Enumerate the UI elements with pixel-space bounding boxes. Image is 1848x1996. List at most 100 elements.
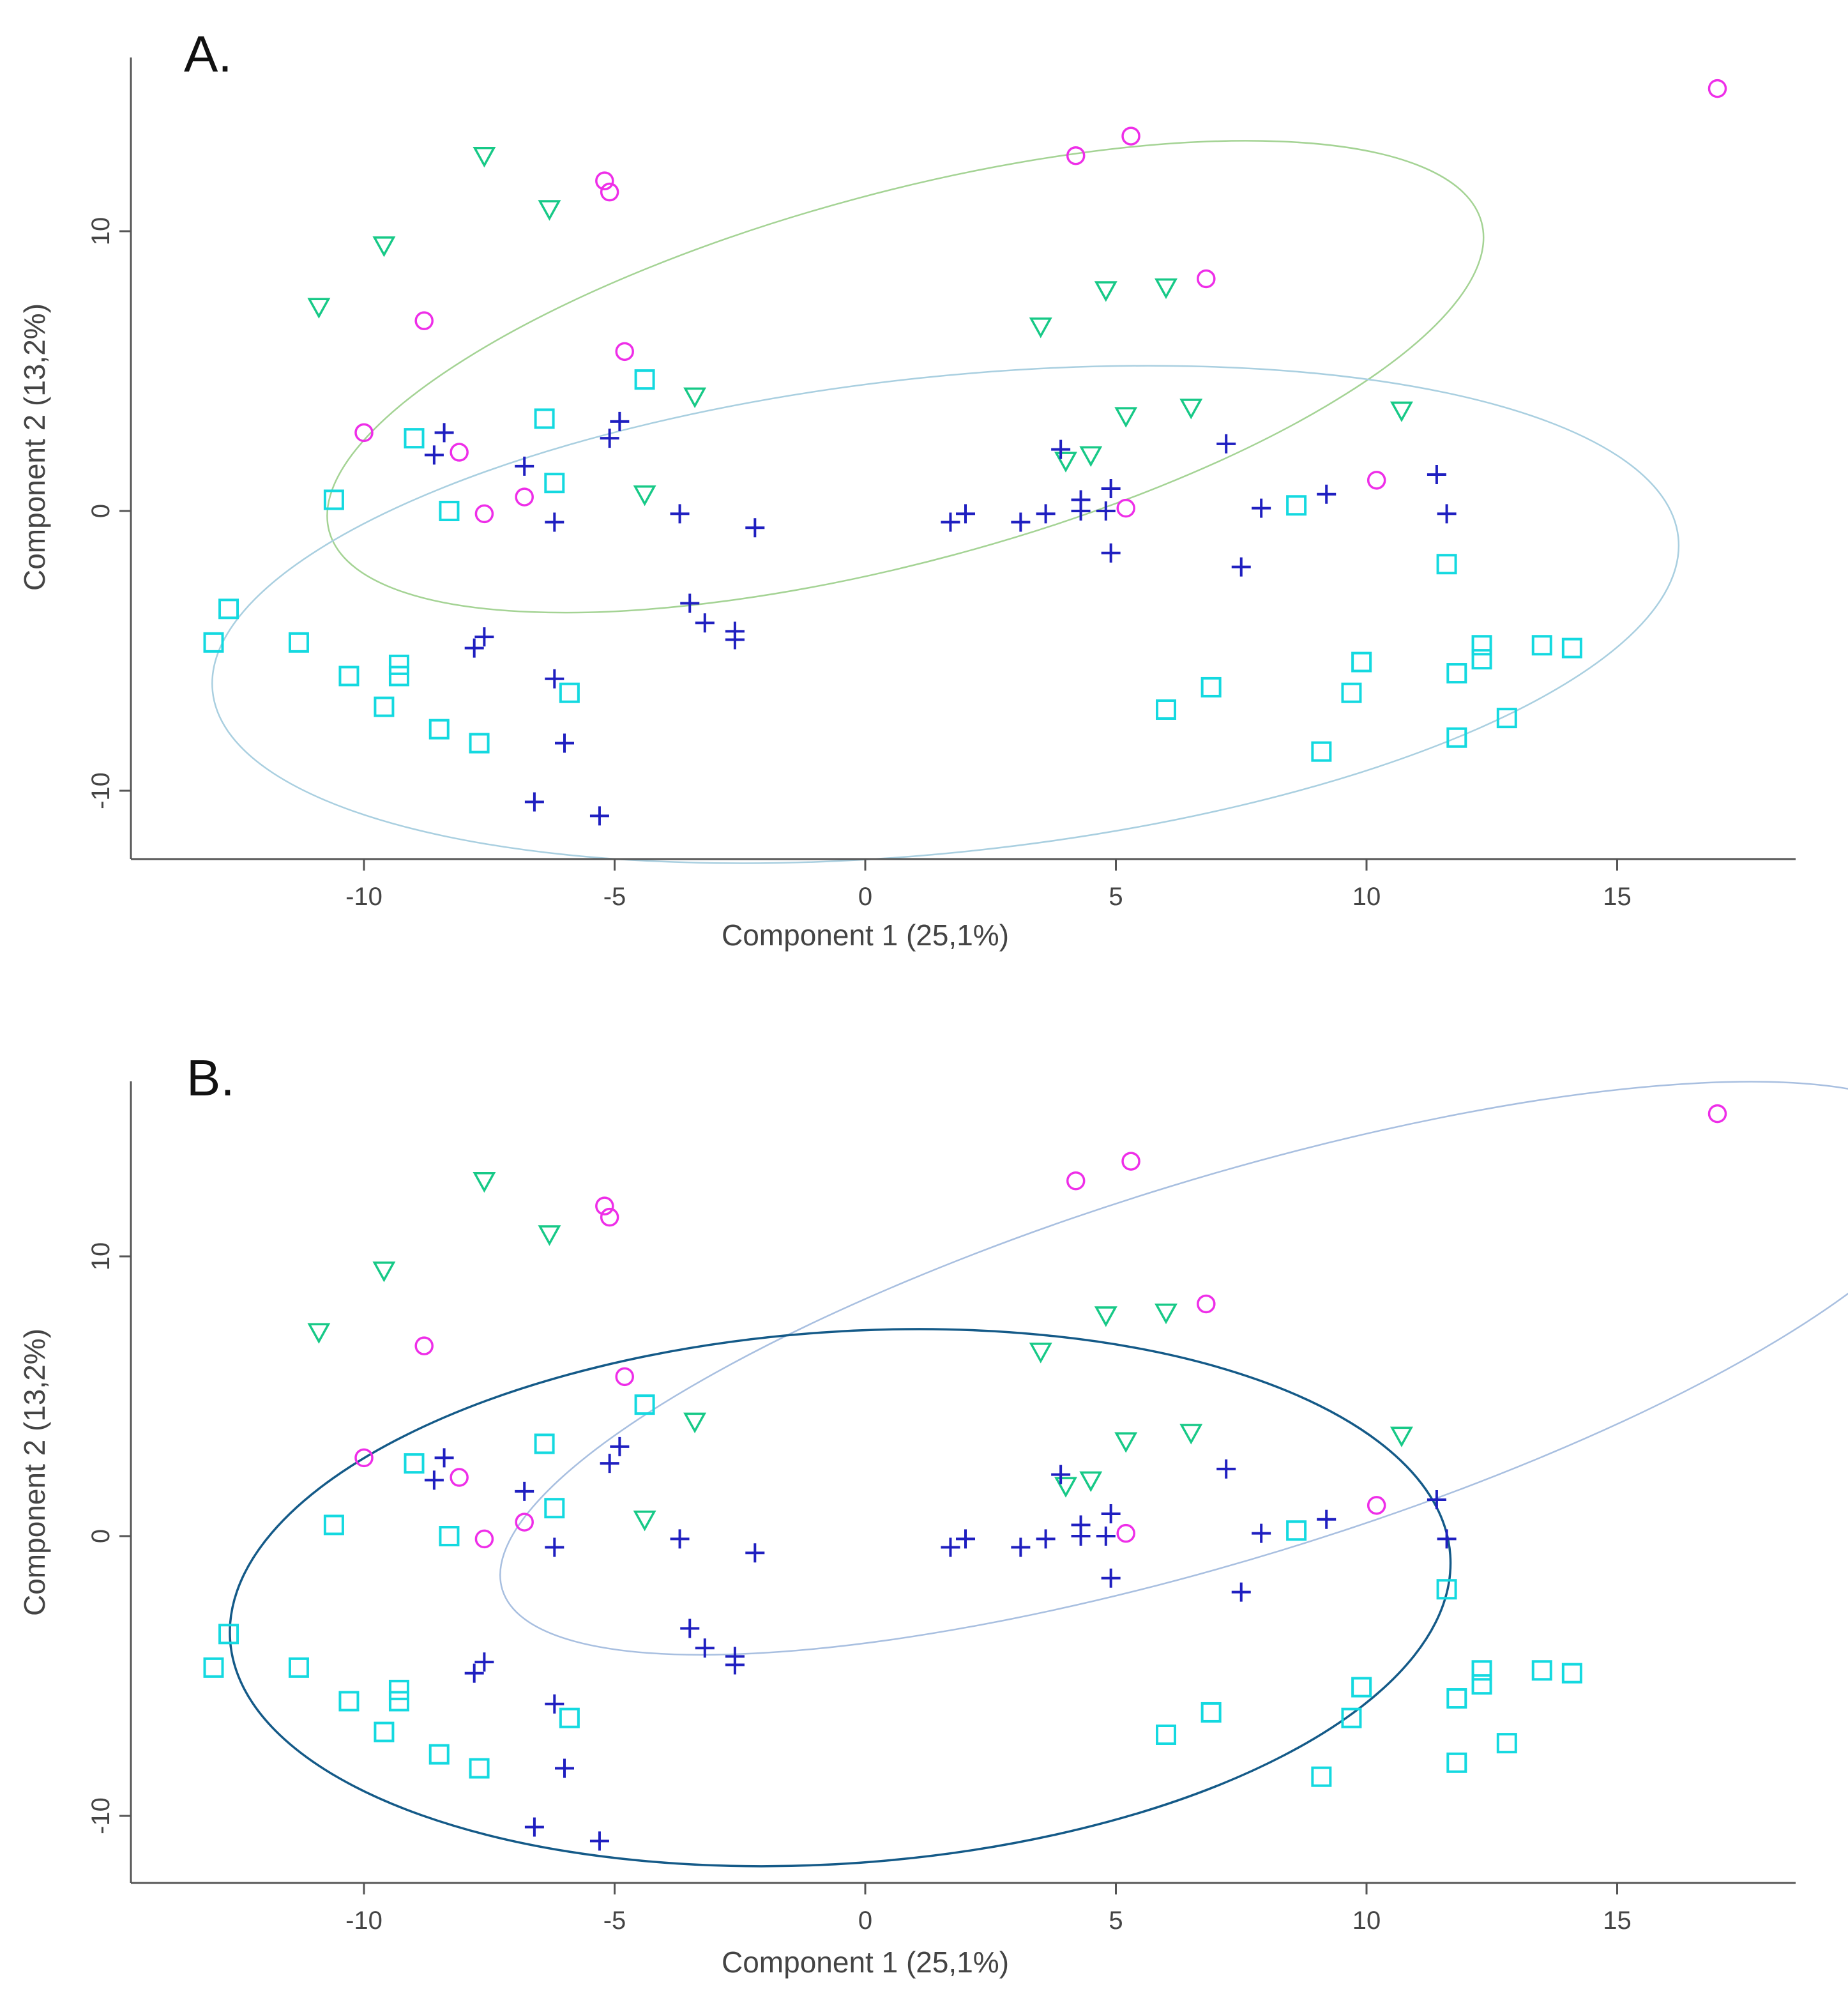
panel-a-square-marker (534, 408, 555, 429)
panel-a-y-tick-label: 10 (87, 217, 115, 246)
panel-b-square-marker (1471, 1660, 1492, 1681)
panel-b-plus-marker (464, 1663, 484, 1683)
panel-a-circle-marker (1116, 498, 1135, 518)
panel-a-circle-marker (615, 342, 634, 362)
panel-b-square-marker (323, 1514, 344, 1535)
panel-a-plus-marker (589, 806, 609, 826)
panel-b-circle-marker (515, 1512, 534, 1532)
panel-a-x-tick-label: -10 (345, 883, 382, 911)
panel-a-triangle-marker (1179, 399, 1203, 420)
panel-a-square-marker (218, 598, 239, 620)
panel-b-square-marker (288, 1657, 309, 1678)
panel-b-plus-marker (1216, 1459, 1236, 1479)
panel-b-square-marker (388, 1679, 409, 1700)
panel-a: A. -10 -5 0 5 10 15 -10 0 10 Component 1 (25,1%)… (18, 26, 1796, 952)
panel-b-circle-marker (615, 1367, 634, 1387)
panel-b-square-marker (534, 1433, 555, 1454)
panel-a-circle-marker (474, 504, 494, 524)
panel-a-square-marker (1286, 495, 1307, 516)
panel-b-square-marker (634, 1394, 655, 1415)
panel-a-plus-marker (1252, 498, 1271, 518)
panel-b-triangle-marker (1390, 1426, 1413, 1447)
panel-b-plus-marker (1071, 1527, 1091, 1546)
panel-a-circle-marker (414, 311, 434, 330)
panel-b-square-marker (404, 1453, 425, 1474)
panel-b-square-marker (1156, 1724, 1176, 1745)
panel-a-circle-marker (1066, 146, 1086, 165)
panel-a-square-marker (1446, 727, 1467, 748)
panel-b-triangle-marker (307, 1323, 331, 1344)
panel-b-square-marker (439, 1526, 460, 1546)
panel-b-square-marker (1471, 1674, 1492, 1695)
panel-b-triangle-marker (1114, 1432, 1138, 1453)
panel-b-triangle-marker (1155, 1303, 1178, 1325)
panel-b-triangle-marker (683, 1412, 707, 1434)
panel-b-triangle-marker (473, 1171, 496, 1193)
panel-a-plus-marker (1036, 504, 1056, 524)
panel-a-plus-marker (424, 445, 444, 465)
panel-b-plus-marker (1101, 1504, 1121, 1523)
panel-a-plus-marker (555, 733, 574, 753)
panel-a-plus-marker (680, 593, 700, 613)
panel-b-y-tick-label: 0 (87, 1529, 115, 1543)
panel-b-square-marker (338, 1691, 360, 1712)
panel-a-circle-marker (1197, 269, 1216, 289)
panel-a-x-tick-label: 0 (858, 883, 872, 911)
panel-b-plus-marker (1427, 1490, 1446, 1510)
panel-a-square-marker (1436, 554, 1457, 575)
panel-b-plus-marker (545, 1537, 564, 1557)
panel-a-triangle-marker (1054, 452, 1077, 473)
panel-b-triangle-marker (1094, 1306, 1117, 1327)
panel-b-circle-marker (1708, 1104, 1727, 1124)
panel-a-square-marker (1200, 676, 1222, 697)
panel-b-square-marker (1351, 1677, 1372, 1698)
panel-a-plus-marker (1101, 543, 1121, 563)
panel-a-square-marker (288, 632, 309, 653)
panel-a-plus-marker (1427, 465, 1446, 485)
panel-b-square-marker (1311, 1766, 1332, 1787)
panel-a-triangle-marker (1029, 317, 1052, 339)
panel-a-circle-marker (354, 423, 374, 443)
panel-a-circle-marker (600, 182, 619, 202)
panel-a-x-tick-label: 15 (1603, 883, 1632, 911)
panel-b-square-marker (1436, 1579, 1457, 1600)
panel-b-plus-marker (524, 1817, 544, 1837)
panel-b-axes (130, 1081, 1796, 1884)
panel-b-circle-marker (1367, 1496, 1386, 1515)
panel-b-triangle-marker (1029, 1343, 1052, 1364)
panel-a-plus-marker (545, 512, 564, 532)
panel-b-confidence-ellipse-2 (229, 1328, 1452, 1868)
panel-a-plus-marker (695, 613, 715, 633)
panel-a-plus-marker (524, 792, 544, 812)
panel-a-triangle-marker (1390, 401, 1413, 422)
panel-a-square-marker (388, 666, 409, 687)
panel-a-axes (130, 57, 1796, 860)
panel-a-triangle-marker (1094, 281, 1117, 302)
panel-b-circle-marker (414, 1336, 434, 1355)
panel-b-plus-marker (1101, 1568, 1121, 1588)
panel-b-plus-marker (725, 1655, 745, 1675)
panel-a-triangle-marker (1079, 446, 1103, 468)
panel-a-triangle-marker (372, 236, 396, 257)
panel-b-x-tick-label: 5 (1109, 1907, 1123, 1935)
panel-a-plus-marker (464, 638, 484, 658)
panel-b-square-marker (203, 1657, 224, 1678)
panel-b-circle-marker (600, 1207, 619, 1227)
panel-a-square-marker (634, 369, 655, 390)
panel-a-square-marker (1341, 682, 1362, 703)
panel-a-y-axis-title: Component 2 (13,2%) (18, 303, 51, 591)
panel-b-x-axis-title: Component 1 (25,1%) (722, 1946, 1009, 1979)
panel-b-square-marker (1561, 1663, 1582, 1684)
panel-a-square-marker (203, 632, 224, 653)
panel-b-plus-marker (745, 1543, 765, 1563)
panel-a-circle-marker (450, 443, 469, 462)
panel-a-square-marker (323, 489, 344, 510)
panel-a-ellipses (211, 140, 1680, 864)
panel-b-plus-marker (589, 1831, 609, 1851)
panel-a-plus-marker (1216, 434, 1236, 453)
panel-b-square-marker (544, 1498, 565, 1519)
panel-a-label: A. (184, 26, 232, 82)
panel-a-square-marker (1471, 635, 1492, 656)
panel-a-plus-marker (1011, 512, 1031, 532)
